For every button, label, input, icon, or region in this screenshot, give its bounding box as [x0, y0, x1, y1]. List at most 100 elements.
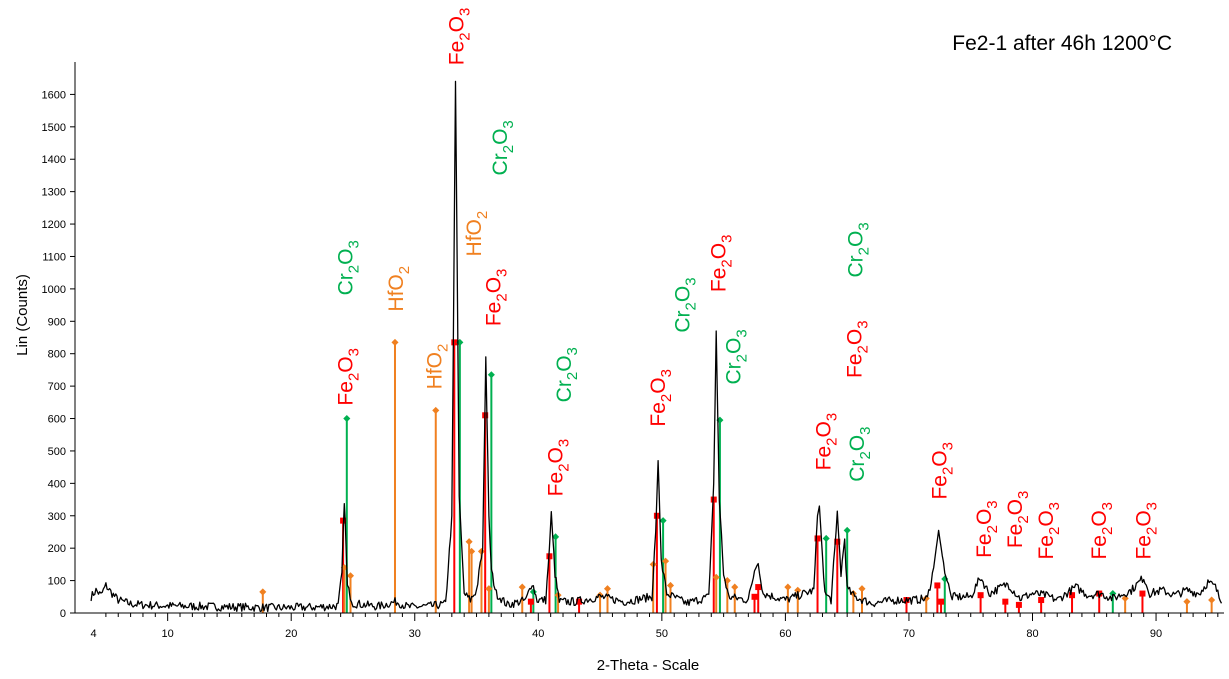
reference-marker	[666, 581, 675, 589]
phase-label: Fe2O3	[929, 442, 957, 500]
reference-marker	[343, 414, 351, 423]
reference-marker	[784, 583, 792, 591]
x-tick-label: 70	[903, 628, 915, 640]
phase-label: Cr2O3	[553, 347, 581, 402]
reference-marker	[259, 588, 267, 596]
reference-marker	[451, 339, 458, 346]
reference-marker	[1208, 596, 1216, 604]
phase-label: Fe2O3	[334, 348, 362, 406]
phase-label: HfO2	[385, 266, 413, 312]
reference-marker	[731, 583, 739, 591]
y-tick-label: 800	[48, 349, 66, 361]
reference-marker	[712, 573, 720, 581]
y-tick-label: 400	[48, 478, 66, 490]
y-tick-label: 700	[48, 381, 66, 393]
phase-label: Cr2O3	[722, 329, 750, 384]
phase-label: Fe2O3	[1088, 502, 1116, 560]
x-tick-label: 20	[285, 628, 297, 640]
phase-label: Fe2O3	[483, 269, 511, 327]
axes: 0 100 200 300 400 500 600 700 800 900 1000 1100 1200…	[42, 62, 1224, 640]
reference-marker	[710, 496, 717, 503]
y-tick-label: 1100	[42, 251, 66, 263]
reference-marker	[977, 592, 984, 599]
y-tick-label: 1300	[42, 187, 66, 199]
reference-marker	[603, 585, 612, 593]
reference-marker	[822, 534, 830, 542]
diffraction-pattern	[90, 80, 1223, 613]
reference-marker	[662, 557, 670, 565]
reference-marker	[485, 585, 493, 593]
reference-marker	[794, 586, 802, 594]
reference-marker	[755, 584, 762, 591]
x-axis-title: 2-Theta - Scale	[597, 657, 700, 674]
phase-label: Cr2O3	[845, 222, 873, 277]
reference-marker	[487, 371, 495, 379]
y-tick-label: 600	[48, 414, 66, 426]
phase-label: Fe2O3	[1004, 491, 1032, 549]
y-tick-label: 500	[48, 446, 66, 458]
reference-marker	[468, 547, 476, 555]
reference-marker	[477, 547, 486, 555]
y-tick-label: 1200	[42, 219, 66, 231]
y-tick-label: 900	[48, 316, 66, 328]
chart-title: Fe2-1 after 46h 1200°C	[952, 32, 1172, 55]
y-tick-label: 1500	[42, 122, 66, 134]
reference-marker	[527, 598, 534, 605]
y-tick-label: 1600	[42, 89, 66, 101]
phase-labels: Fe2O3Cr2O3Fe2O3HfO2HfO2HfO2Cr2O3Fe2O3Cr2…	[334, 8, 1160, 560]
reference-marker	[751, 593, 758, 600]
reference-marker	[1096, 590, 1103, 597]
y-tick-label: 300	[48, 511, 66, 523]
reference-marker	[934, 582, 941, 589]
phase-label: Cr2O3	[334, 240, 362, 295]
phase-label: Cr2O3	[846, 427, 874, 482]
phase-label: HfO2	[423, 344, 451, 390]
phase-label: Fe2O3	[647, 369, 675, 427]
phase-label: Cr2O3	[489, 120, 517, 175]
phase-label: HfO2	[463, 211, 491, 257]
reference-marker	[552, 533, 560, 541]
phase-label: Fe2O3	[1035, 502, 1063, 560]
reference-marker	[814, 535, 821, 542]
x-tick-label: 40	[532, 628, 544, 640]
reference-marker	[518, 583, 526, 591]
x-tick-label: 90	[1150, 628, 1162, 640]
y-tick-label: 1400	[42, 154, 66, 166]
phase-label: Fe2O3	[544, 439, 572, 497]
y-axis-title: Lin (Counts)	[14, 274, 31, 356]
reference-marker	[653, 512, 660, 519]
y-tick-label: 0	[60, 608, 66, 620]
reference-marker	[346, 572, 355, 580]
reference-marker	[465, 538, 473, 546]
reference-marker	[1038, 597, 1045, 604]
x-tick-label: 80	[1026, 628, 1038, 640]
x-tick-label: 30	[409, 628, 421, 640]
phase-label: Fe2O3	[843, 320, 871, 378]
x-tick-label: 50	[656, 628, 668, 640]
reference-marker	[1015, 601, 1022, 608]
reference-marker	[432, 406, 440, 414]
reference-marker	[834, 538, 841, 545]
reference-marker	[1139, 590, 1146, 597]
y-tick-label: 100	[48, 576, 66, 588]
reference-marker	[858, 585, 866, 593]
reference-marker	[1002, 598, 1009, 605]
reference-marker	[576, 598, 583, 605]
y-tick-label: 1000	[42, 284, 66, 296]
pattern-line	[90, 80, 1223, 613]
phase-label: Fe2O3	[1132, 502, 1160, 560]
reference-marker	[1183, 598, 1191, 606]
phase-label: Cr2O3	[672, 277, 700, 332]
x-tick-label: 60	[779, 628, 791, 640]
reference-marker	[1069, 592, 1076, 599]
x-tick-label: 4	[90, 628, 96, 640]
reference-marker	[843, 526, 851, 534]
reference-marker	[391, 338, 399, 346]
reference-marker	[659, 517, 667, 525]
phase-label: Fe2O3	[707, 235, 735, 293]
y-tick-label: 200	[48, 543, 66, 555]
x-tick-label: 10	[162, 628, 174, 640]
reference-marker	[938, 598, 945, 605]
phase-label: Fe2O3	[446, 8, 474, 66]
